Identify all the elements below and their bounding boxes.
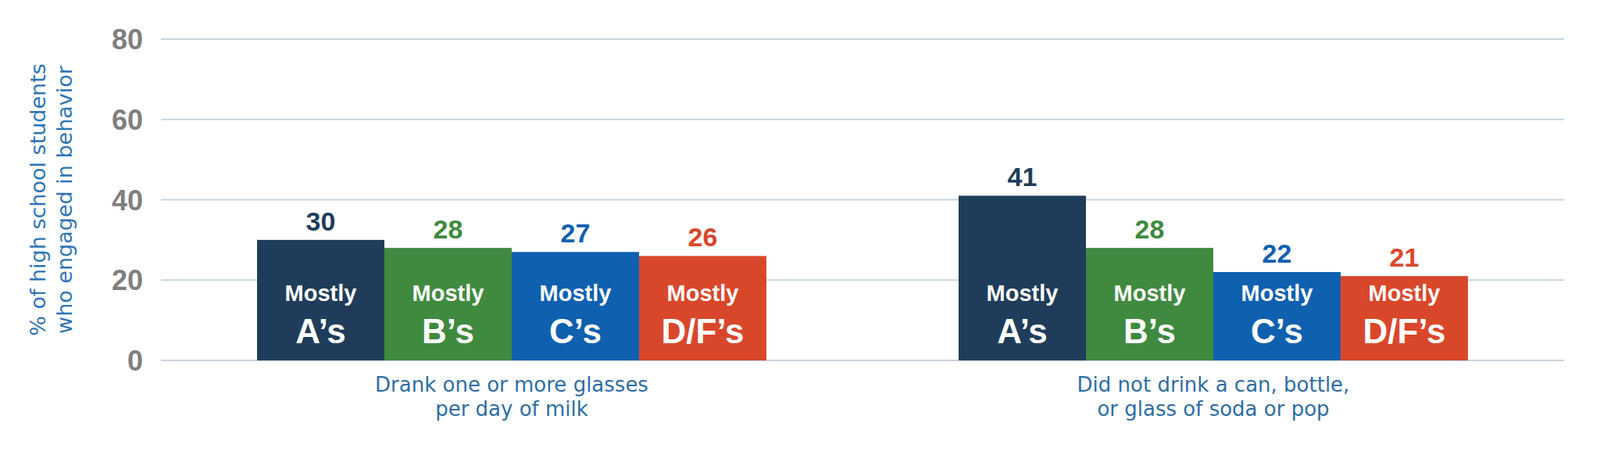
series-label: MostlyB’s xyxy=(1114,280,1186,350)
series-label: MostlyB’s xyxy=(412,280,485,350)
data-label: 21 xyxy=(1389,242,1420,272)
series-label: MostlyA’s xyxy=(285,280,358,350)
grid-line xyxy=(160,199,1565,201)
y-axis-label: % of high school studentswho engaged in … xyxy=(25,63,77,336)
y-tick-label: 40 xyxy=(111,184,143,217)
series-label: MostlyD/F’s xyxy=(1363,280,1447,350)
data-label: 22 xyxy=(1262,238,1293,268)
y-tick-label: 0 xyxy=(127,344,143,377)
grid-line xyxy=(160,38,1565,40)
bars xyxy=(257,195,1468,361)
data-label: 27 xyxy=(560,217,591,248)
labels: 30 MostlyA’s 28 MostlyB’s 27 MostlyC’s 26 Mostl… xyxy=(285,161,1447,350)
bar xyxy=(1340,275,1468,361)
category-label: Did not drink a can, bottle,or glass of … xyxy=(1077,372,1350,421)
bar xyxy=(958,195,1086,361)
bar xyxy=(1085,247,1214,361)
bar xyxy=(511,251,640,361)
y-tick-label: 80 xyxy=(111,23,143,56)
chart-root: 0 20 40 60 80 % of high school studentswho en… xyxy=(0,0,1600,455)
series-label: MostlyA’s xyxy=(986,280,1059,350)
bar xyxy=(384,247,512,361)
data-label: 41 xyxy=(1007,161,1038,192)
bar xyxy=(639,255,767,361)
data-label: 28 xyxy=(1135,214,1165,244)
data-label: 26 xyxy=(688,221,718,252)
category-label: Drank one or more glassesper day of milk xyxy=(375,372,649,421)
bar xyxy=(257,239,385,361)
y-tick-label: 60 xyxy=(111,103,143,136)
series-label: MostlyC’s xyxy=(1241,280,1314,350)
chart: 0 20 40 60 80 % of high school studentswho en… xyxy=(0,0,1600,455)
grid-line xyxy=(160,118,1565,121)
data-label: 28 xyxy=(433,214,464,244)
y-tick-label: 20 xyxy=(111,264,143,297)
data-label: 30 xyxy=(306,206,336,236)
series-label: MostlyC’s xyxy=(539,280,612,350)
bar xyxy=(1213,271,1341,361)
series-label: MostlyD/F’s xyxy=(661,280,745,350)
grid xyxy=(160,39,1565,361)
